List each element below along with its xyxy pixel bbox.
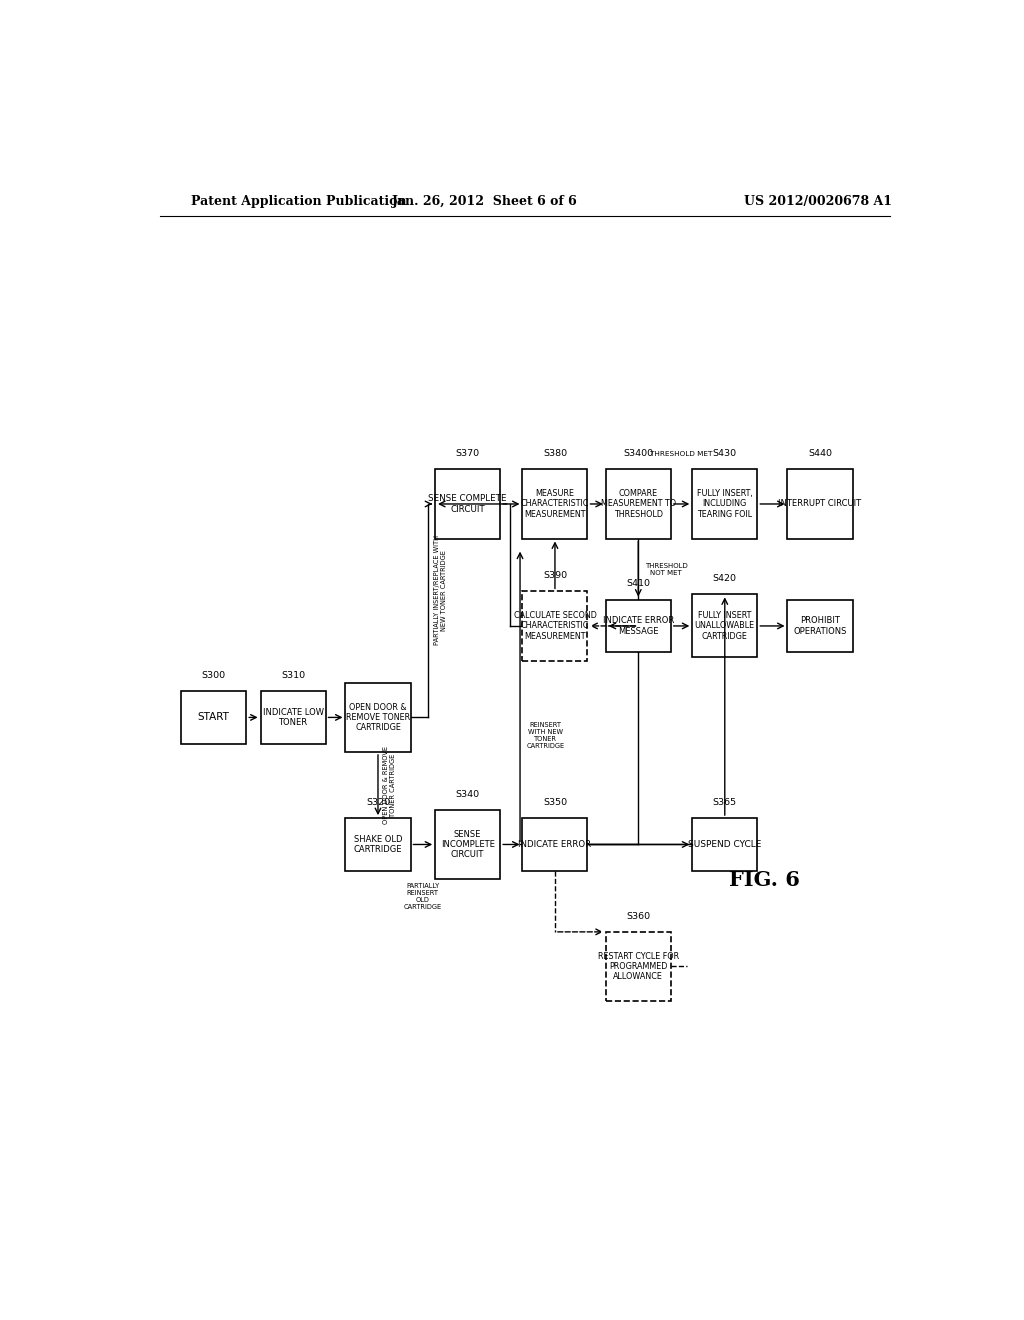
FancyBboxPatch shape: [181, 690, 246, 744]
Text: INDICATE LOW
TONER: INDICATE LOW TONER: [262, 708, 324, 727]
Text: SHAKE OLD
CARTRIDGE: SHAKE OLD CARTRIDGE: [353, 834, 402, 854]
Text: PARTIALLY INSERT/REPLACE WITH
NEW TONER CARTRIDGE: PARTIALLY INSERT/REPLACE WITH NEW TONER …: [434, 536, 447, 645]
Text: S365: S365: [713, 797, 737, 807]
Text: S430: S430: [713, 449, 737, 458]
Text: PARTIALLY
REINSERT
OLD
CARTRIDGE: PARTIALLY REINSERT OLD CARTRIDGE: [403, 883, 442, 909]
Text: THRESHOLD MET: THRESHOLD MET: [650, 451, 713, 457]
FancyBboxPatch shape: [692, 818, 758, 871]
Text: S3400: S3400: [624, 449, 653, 458]
Text: S370: S370: [456, 449, 479, 458]
FancyBboxPatch shape: [522, 818, 588, 871]
FancyBboxPatch shape: [606, 932, 671, 1001]
Text: S410: S410: [627, 579, 650, 589]
Text: INDICATE ERROR: INDICATE ERROR: [518, 840, 592, 849]
Text: S340: S340: [456, 789, 479, 799]
Text: S420: S420: [713, 574, 737, 583]
FancyBboxPatch shape: [787, 470, 853, 539]
Text: SENSE
INCOMPLETE
CIRCUIT: SENSE INCOMPLETE CIRCUIT: [440, 829, 495, 859]
Text: OPEN DOOR & REMOVE
TONER CARTRIDGE: OPEN DOOR & REMOVE TONER CARTRIDGE: [383, 746, 395, 824]
FancyBboxPatch shape: [435, 810, 500, 879]
Text: S360: S360: [627, 912, 650, 921]
Text: S380: S380: [543, 449, 567, 458]
Text: FULLY INSERT,
INCLUDING
TEARING FOIL: FULLY INSERT, INCLUDING TEARING FOIL: [697, 490, 753, 519]
FancyBboxPatch shape: [787, 599, 853, 652]
Text: RESTART CYCLE FOR
PROGRAMMED
ALLOWANCE: RESTART CYCLE FOR PROGRAMMED ALLOWANCE: [598, 952, 679, 981]
FancyBboxPatch shape: [435, 470, 500, 539]
FancyBboxPatch shape: [606, 470, 671, 539]
Text: S440: S440: [808, 449, 833, 458]
Text: SENSE COMPLETE
CIRCUIT: SENSE COMPLETE CIRCUIT: [428, 494, 507, 513]
FancyBboxPatch shape: [606, 599, 671, 652]
Text: Jan. 26, 2012  Sheet 6 of 6: Jan. 26, 2012 Sheet 6 of 6: [392, 194, 578, 207]
FancyBboxPatch shape: [692, 470, 758, 539]
FancyBboxPatch shape: [345, 682, 411, 752]
Text: INTERRUPT CIRCUIT: INTERRUPT CIRCUIT: [778, 499, 861, 508]
Text: S310: S310: [281, 671, 305, 680]
Text: REINSERT
WITH NEW
TONER
CARTRIDGE: REINSERT WITH NEW TONER CARTRIDGE: [526, 722, 564, 748]
Text: COMPARE
MEASUREMENT TO
THRESHOLD: COMPARE MEASUREMENT TO THRESHOLD: [601, 490, 676, 519]
Text: INDICATE ERROR
MESSAGE: INDICATE ERROR MESSAGE: [603, 616, 674, 636]
Text: CALCULATE SECOND
CHARACTERISTIC
MEASUREMENT: CALCULATE SECOND CHARACTERISTIC MEASUREM…: [513, 611, 596, 640]
Text: SUSPEND CYCLE: SUSPEND CYCLE: [688, 840, 762, 849]
Text: OPEN DOOR &
REMOVE TONER
CARTRIDGE: OPEN DOOR & REMOVE TONER CARTRIDGE: [346, 702, 410, 733]
FancyBboxPatch shape: [345, 818, 411, 871]
Text: PROHIBIT
OPERATIONS: PROHIBIT OPERATIONS: [794, 616, 847, 636]
Text: MEASURE
CHARACTERISTIC
MEASUREMENT: MEASURE CHARACTERISTIC MEASUREMENT: [521, 490, 589, 519]
FancyBboxPatch shape: [522, 470, 588, 539]
Text: FULLY INSERT
UNALLOWABLE
CARTRIDGE: FULLY INSERT UNALLOWABLE CARTRIDGE: [694, 611, 755, 640]
Text: S300: S300: [202, 671, 225, 680]
Text: US 2012/0020678 A1: US 2012/0020678 A1: [744, 194, 893, 207]
FancyBboxPatch shape: [522, 591, 588, 660]
Text: THRESHOLD
NOT MET: THRESHOLD NOT MET: [645, 562, 687, 576]
Text: FIG. 6: FIG. 6: [729, 870, 800, 890]
Text: Patent Application Publication: Patent Application Publication: [191, 194, 407, 207]
FancyBboxPatch shape: [692, 594, 758, 657]
Text: S350: S350: [543, 797, 567, 807]
Text: S390: S390: [543, 572, 567, 581]
Text: S320: S320: [366, 797, 390, 807]
Text: START: START: [198, 713, 229, 722]
FancyBboxPatch shape: [260, 690, 326, 744]
